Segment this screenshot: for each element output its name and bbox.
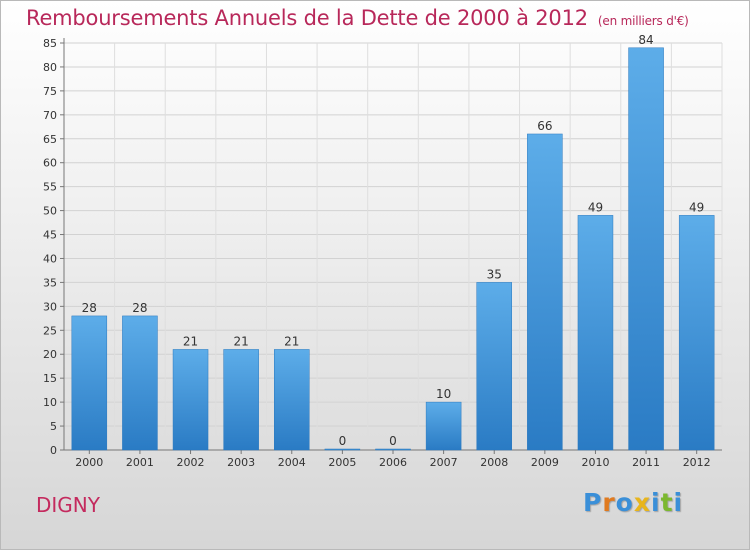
x-tick-label: 2012 [683, 456, 711, 469]
logo-letter: r [602, 488, 616, 517]
y-tick-label: 30 [43, 300, 57, 313]
logo-letter: i [651, 488, 661, 517]
logo-letter: x [633, 488, 651, 517]
chart-title-text: Remboursements Annuels de la Dette de 20… [26, 6, 588, 30]
x-tick-label: 2006 [379, 456, 407, 469]
y-tick-label: 10 [43, 396, 57, 409]
y-tick-label: 60 [43, 157, 57, 170]
y-tick-label: 20 [43, 348, 57, 361]
x-tick-label: 2010 [581, 456, 609, 469]
data-label: 49 [689, 200, 704, 214]
bar [172, 349, 209, 451]
y-tick-label: 75 [43, 85, 57, 98]
bar [274, 349, 310, 451]
gridlines [63, 42, 723, 451]
data-label: 10 [436, 387, 451, 401]
y-tick-label: 5 [50, 420, 57, 433]
logo-letter: i [673, 488, 684, 517]
y-tick-label: 65 [43, 133, 57, 146]
y-tick-label: 0 [50, 444, 57, 457]
data-label: 35 [487, 267, 502, 281]
data-label: 66 [537, 119, 552, 133]
x-tick-label: 2005 [328, 456, 356, 469]
data-label: 49 [588, 200, 603, 214]
bar [577, 215, 614, 451]
data-label: 21 [284, 334, 299, 348]
x-tick-label: 2000 [75, 456, 103, 469]
bar [527, 133, 563, 451]
place-name: DIGNY [36, 493, 100, 517]
bar [71, 315, 108, 451]
x-tick-label: 2003 [227, 456, 255, 469]
proxiti-logo[interactable]: Proxiti [583, 488, 683, 517]
chart-title: Remboursements Annuels de la Dette de 20… [26, 6, 689, 30]
y-tick-label: 15 [43, 372, 57, 385]
bar [223, 349, 259, 451]
y-tick-label: 40 [43, 252, 57, 265]
x-tick-label: 2008 [480, 456, 508, 469]
bar [324, 448, 361, 451]
data-label: 21 [183, 334, 198, 348]
bar [425, 401, 462, 451]
data-label: 0 [389, 434, 397, 448]
x-tick-label: 2004 [278, 456, 306, 469]
data-label: 28 [82, 301, 97, 315]
x-tick-label: 2009 [531, 456, 559, 469]
y-tick-label: 55 [43, 181, 57, 194]
bar [678, 215, 715, 451]
logo-letter: P [583, 488, 603, 517]
chart-subtitle: (en milliers d'€) [597, 14, 689, 28]
x-tick-label: 2011 [632, 456, 660, 469]
data-labels: 28 28 21 21 21 0 0 10 35 66 49 84 49 [82, 33, 705, 448]
y-tick-label: 25 [43, 324, 57, 337]
y-tick-label: 35 [43, 276, 57, 289]
bars [71, 47, 715, 451]
bar [122, 315, 158, 451]
x-tick-label: 2007 [430, 456, 458, 469]
data-label: 84 [638, 33, 653, 47]
logo-letter: o [615, 488, 634, 517]
y-tick-label: 50 [43, 205, 57, 218]
x-tick-label: 2001 [126, 456, 154, 469]
data-label: 28 [132, 301, 147, 315]
x-tick-label: 2002 [177, 456, 205, 469]
data-label: 0 [339, 434, 347, 448]
y-tick-label: 70 [43, 109, 57, 122]
tick-labels: 0 5 10 15 20 25 30 35 40 45 50 55 60 65 70 75 80 85 2000 20… [43, 37, 711, 469]
bar [628, 47, 664, 451]
axes [60, 38, 722, 454]
y-tick-label: 80 [43, 61, 57, 74]
bar [476, 282, 512, 451]
bar [375, 448, 411, 451]
y-tick-label: 45 [43, 229, 57, 242]
data-label: 21 [234, 334, 249, 348]
logo-letter: t [660, 488, 674, 517]
y-tick-label: 85 [43, 37, 57, 50]
